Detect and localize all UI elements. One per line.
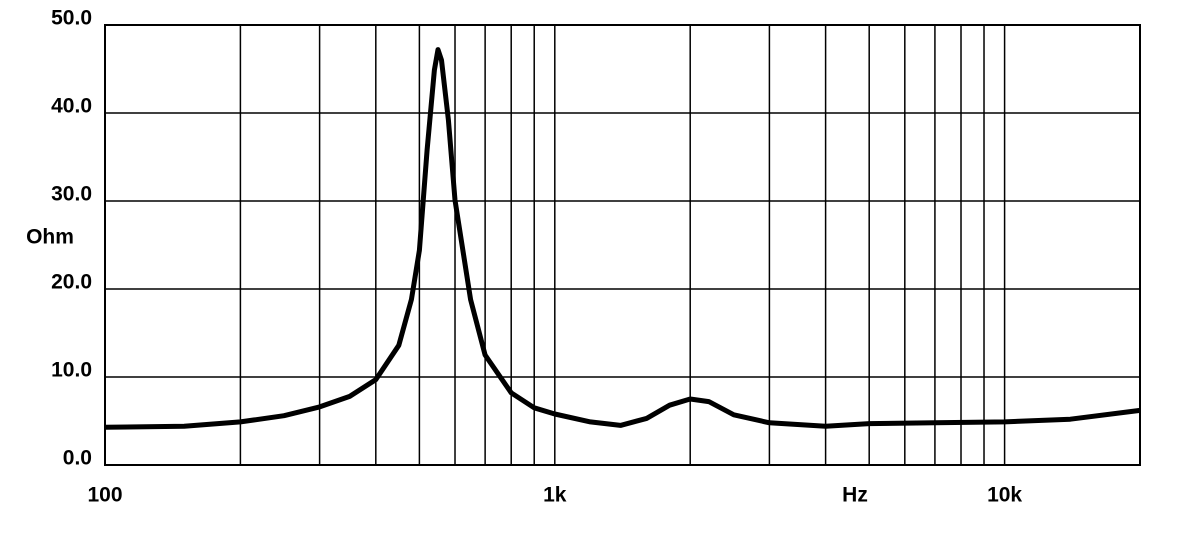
y-axis-label: Ohm: [26, 226, 74, 249]
x-axis-label: Hz: [842, 484, 868, 507]
y-tick-label: 0.0: [63, 447, 92, 470]
y-tick-label: 40.0: [51, 95, 92, 118]
plot-frame: [104, 24, 1141, 466]
y-tick-label: 20.0: [51, 271, 92, 294]
x-tick-label: 10k: [987, 484, 1022, 507]
x-tick-label: 1k: [543, 484, 567, 507]
y-tick-label: 50.0: [51, 7, 92, 30]
y-tick-label: 10.0: [51, 359, 92, 382]
x-tick-label: 100: [87, 484, 122, 507]
y-tick-label: 30.0: [51, 183, 92, 206]
impedance-curve: [104, 47, 1141, 430]
